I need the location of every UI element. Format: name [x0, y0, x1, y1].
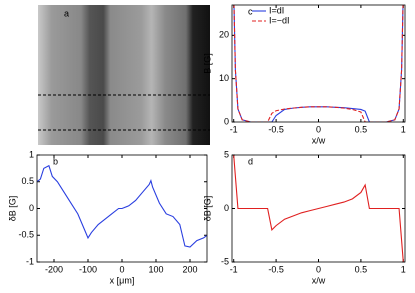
y-tick-label: 20 — [219, 30, 229, 40]
x-tick-label: -0.5 — [268, 124, 284, 134]
legend-label: I=−dI — [269, 15, 290, 25]
x-tick-label: -100 — [79, 264, 97, 274]
y-axis-label: B [G] — [202, 53, 212, 74]
y-tick-label: 1 — [29, 149, 34, 159]
x-tick-label: 0 — [119, 264, 124, 274]
x-tick-label: -200 — [45, 264, 63, 274]
axes-frame — [36, 154, 208, 263]
y-tick-label: 5 — [224, 149, 229, 159]
x-axis-label: x/w — [312, 275, 326, 285]
y-tick-label: 0.5 — [21, 176, 34, 186]
x-axis-label: x [μm] — [110, 275, 135, 285]
y-tick-label: 0 — [224, 203, 229, 213]
axes-frame — [231, 4, 406, 123]
x-tick-label: 0 — [316, 264, 321, 274]
y-tick-label: -5 — [221, 256, 229, 266]
series-line — [233, 5, 404, 122]
x-tick-label: -1 — [230, 124, 238, 134]
x-tick-label: 0.5 — [355, 264, 368, 274]
y-tick-label: 0 — [29, 203, 34, 213]
panel-label: b — [53, 156, 58, 166]
y-axis-label: δB [G] — [202, 196, 212, 222]
x-tick-label: -0.5 — [268, 264, 284, 274]
micrograph — [38, 5, 210, 145]
y-axis-label: δB [G] — [7, 196, 17, 222]
y-tick-label: 0 — [224, 116, 229, 126]
panel-label: d — [248, 156, 253, 166]
x-tick-label: 200 — [182, 264, 197, 274]
x-tick-label: 100 — [148, 264, 163, 274]
x-axis-label: x/w — [312, 135, 326, 145]
y-tick-label: -1 — [26, 256, 34, 266]
panel-label: c — [248, 6, 253, 16]
axes-frame — [231, 154, 406, 263]
legend-label: I=dI — [269, 5, 284, 15]
y-tick-label: 10 — [219, 73, 229, 83]
x-tick-label: 1 — [401, 124, 406, 134]
x-tick-label: 0 — [316, 124, 321, 134]
x-tick-label: 0.5 — [355, 124, 368, 134]
panel-label: a — [64, 8, 69, 18]
x-tick-label: -1 — [230, 264, 238, 274]
series-line — [233, 155, 404, 262]
y-tick-label: -0.5 — [18, 230, 34, 240]
series-line — [37, 164, 207, 248]
x-tick-label: 1 — [401, 264, 406, 274]
series-line — [233, 5, 404, 122]
